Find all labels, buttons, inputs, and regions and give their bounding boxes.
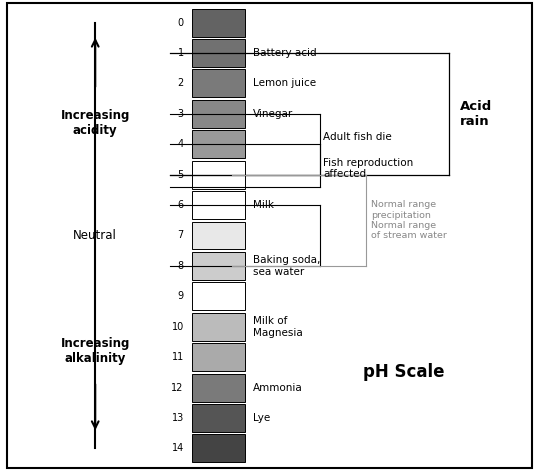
Bar — [192, 130, 245, 158]
Text: Neutral: Neutral — [73, 229, 117, 242]
Bar — [192, 8, 245, 37]
Text: Adult fish die: Adult fish die — [323, 132, 392, 142]
Text: pH Scale: pH Scale — [363, 363, 444, 382]
Bar — [192, 161, 245, 189]
Bar — [192, 434, 245, 463]
Text: 12: 12 — [171, 382, 184, 392]
Text: 8: 8 — [177, 261, 184, 271]
Bar — [192, 252, 245, 280]
Bar — [192, 313, 245, 341]
Text: Baking soda,
sea water: Baking soda, sea water — [253, 255, 321, 276]
Text: Increasing
acidity: Increasing acidity — [60, 109, 130, 137]
Text: 3: 3 — [177, 109, 184, 119]
Text: 14: 14 — [171, 443, 184, 453]
Text: Milk of
Magnesia: Milk of Magnesia — [253, 316, 303, 338]
Text: Ammonia: Ammonia — [253, 382, 303, 392]
Text: 10: 10 — [171, 322, 184, 332]
Bar — [192, 191, 245, 219]
Bar — [192, 343, 245, 371]
Text: 7: 7 — [177, 230, 184, 241]
Text: 1: 1 — [177, 48, 184, 58]
Text: 9: 9 — [177, 291, 184, 301]
Text: 0: 0 — [177, 18, 184, 28]
Text: Battery acid: Battery acid — [253, 48, 317, 58]
Text: 5: 5 — [177, 170, 184, 180]
Text: Lye: Lye — [253, 413, 271, 423]
Text: Lemon juice: Lemon juice — [253, 79, 316, 89]
Text: 4: 4 — [177, 139, 184, 149]
Text: Normal range
precipitation
Normal range
of stream water: Normal range precipitation Normal range … — [371, 200, 447, 240]
Text: Vinegar: Vinegar — [253, 109, 294, 119]
Bar — [192, 100, 245, 128]
Bar — [192, 70, 245, 97]
Bar — [192, 39, 245, 67]
Text: 2: 2 — [177, 79, 184, 89]
Bar — [192, 221, 245, 250]
Text: Increasing
alkalinity: Increasing alkalinity — [60, 337, 130, 365]
Text: Acid
rain: Acid rain — [460, 100, 492, 128]
Text: Fish reproduction
affected: Fish reproduction affected — [323, 158, 413, 179]
Text: Milk: Milk — [253, 200, 274, 210]
Bar — [192, 404, 245, 432]
Bar — [192, 282, 245, 310]
Text: 6: 6 — [177, 200, 184, 210]
Text: 13: 13 — [171, 413, 184, 423]
Text: 11: 11 — [171, 352, 184, 362]
Bar — [192, 374, 245, 401]
